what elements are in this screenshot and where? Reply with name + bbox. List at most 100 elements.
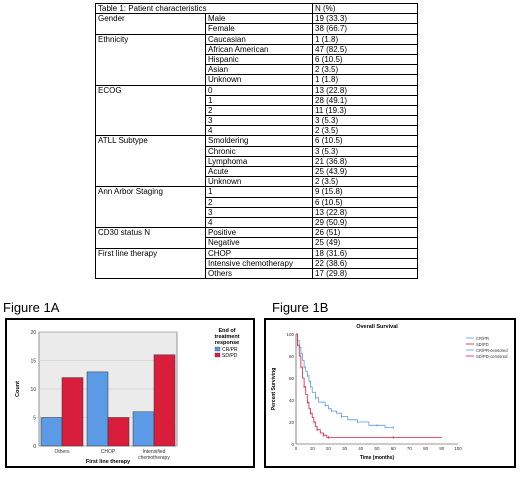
- y-tick-label: 20: [30, 330, 36, 336]
- y-tick-label: 10: [30, 387, 36, 393]
- bar-sd-pd: [107, 417, 130, 447]
- x-tick-label: 90: [439, 446, 445, 451]
- table-value-cell: 3 (5.3): [312, 115, 418, 127]
- table-group-label: Gender: [95, 13, 206, 35]
- table-value-cell: 17 (29.8): [312, 267, 418, 280]
- legend-label: SD/PD-censored: [476, 354, 508, 359]
- x-tick-label: 100: [454, 446, 462, 451]
- table-value-cell: 38 (66.7): [312, 23, 418, 35]
- table-value-cell: 28 (49.1): [312, 94, 418, 106]
- table-value-cell: 2 (3.5): [312, 176, 418, 188]
- table-value-cell: 2 (3.5): [312, 125, 418, 137]
- x-tick-label: 50: [374, 446, 380, 451]
- table-category-cell: Caucasian: [205, 33, 313, 45]
- x-tick-label: CHOP: [101, 449, 116, 455]
- figure-1a-panel: 0 5 10 15 20 Others CHOP Intensified chemotherap…: [5, 318, 255, 468]
- x-tick-label: chemotherapy: [138, 455, 170, 461]
- table-category-cell: 2: [205, 104, 313, 117]
- table-group-label: ATLL Subtype: [95, 135, 206, 188]
- y-tick-label: 15: [30, 359, 36, 365]
- y-tick-label: 5: [33, 416, 36, 422]
- table-row: Ann Arbor Staging 1 9 (15.8): [95, 186, 418, 229]
- table-category-cell: Negative: [205, 237, 313, 249]
- table-value-cell: 47 (82.5): [312, 43, 418, 55]
- x-tick-label: 80: [423, 446, 429, 451]
- x-axis-title: Time (months): [360, 455, 395, 461]
- table-category-cell: Chronic: [205, 145, 313, 157]
- table-value-cell: 19 (33.3): [312, 13, 418, 25]
- figure-1b-title: Figure 1B: [272, 300, 329, 315]
- table-value-cell: 1 (1.8): [312, 74, 418, 86]
- table-value-cell: 13 (22.8): [312, 84, 418, 96]
- x-tick-label: Intensified: [143, 449, 166, 455]
- table-row: ATLL Subtype Smoldering 6 (10.5): [95, 135, 418, 188]
- bar-sd-pd: [61, 377, 84, 447]
- table-category-cell: Unknown: [205, 74, 313, 86]
- y-tick-label: 60: [289, 376, 295, 381]
- table-value-cell: 2 (3.5): [312, 64, 418, 76]
- table-category-cell: 3: [205, 206, 313, 218]
- legend-title-line: response: [215, 340, 239, 346]
- table-category-cell: 4: [205, 216, 313, 229]
- table-category-cell: 4: [205, 125, 313, 137]
- y-axis-title: Count: [15, 381, 21, 397]
- y-tick-label: 0: [291, 442, 294, 447]
- bar-cr-pr: [132, 411, 155, 447]
- table-value-cell: 22 (38.6): [312, 257, 418, 269]
- table-value-cell: 6 (10.5): [312, 135, 418, 147]
- x-tick-label: 60: [391, 446, 397, 451]
- table-value-cell: 3 (5.3): [312, 145, 418, 157]
- table-group-label: First line therapy: [95, 247, 206, 280]
- x-tick-label: 30: [342, 446, 348, 451]
- table-row: Ethnicity Caucasian 1 (1.8): [95, 33, 418, 86]
- table-category-cell: African American: [205, 43, 313, 55]
- table-category-cell: 2: [205, 196, 313, 208]
- y-tick-label: 80: [289, 354, 295, 359]
- bar-sd-pd: [153, 354, 176, 447]
- legend-label: SD/PD: [222, 353, 238, 359]
- table-category-cell: Others: [205, 267, 313, 280]
- patient-characteristics-table: Table 1: Patient characteristics N (%) Gen…: [95, 2, 418, 280]
- table-value-cell: 11 (19.3): [312, 104, 418, 117]
- x-tick-label: 0: [295, 446, 298, 451]
- table-value-cell: 25 (43.9): [312, 165, 418, 178]
- table-value-cell: 26 (51): [312, 227, 418, 239]
- table-category-cell: 1: [205, 186, 313, 198]
- table-category-cell: Female: [205, 23, 313, 35]
- figure-1a-title: Figure 1A: [3, 300, 60, 315]
- table-value-cell: 13 (22.8): [312, 206, 418, 218]
- bar-cr-pr: [86, 371, 109, 447]
- table-category-cell: Hispanic: [205, 53, 313, 66]
- x-tick-label: 20: [326, 446, 332, 451]
- y-axis-title: Percent Surviving: [271, 368, 277, 411]
- y-tick-label: 0: [33, 444, 36, 450]
- y-tick-label: 40: [289, 398, 295, 403]
- y-tick-label: 100: [286, 332, 294, 337]
- table-category-cell: 1: [205, 94, 313, 106]
- table-value-cell: 9 (15.8): [312, 186, 418, 198]
- legend-label: CR/PR-censored: [476, 348, 508, 353]
- table-row: Gender Male 19 (33.3): [95, 13, 418, 35]
- table-category-cell: Lymphoma: [205, 155, 313, 168]
- bar-cr-pr: [40, 417, 63, 447]
- legend-title-line: treatment: [214, 334, 239, 340]
- table-category-cell: 3: [205, 115, 313, 127]
- figure-1b-panel: Overall Survival 0 20 40 60 80 100 0 10 20 30 40 50 6…: [264, 318, 516, 468]
- legend-label: CR/PR: [222, 347, 238, 353]
- table-category-cell: Asian: [205, 64, 313, 76]
- table-group-label: CD30 status N: [95, 227, 206, 249]
- table-caption: Table 1: Patient characteristics: [95, 2, 313, 15]
- table-row: ECOG 0 13 (22.8): [95, 84, 418, 137]
- table-group-label: ECOG: [95, 84, 206, 137]
- figure-1b-survival-chart: Overall Survival 0 20 40 60 80 100 0 10 20 30 40 50 6…: [271, 324, 508, 461]
- table-category-cell: Male: [205, 13, 313, 25]
- table-row: First line therapy CHOP 18 (31.6): [95, 247, 418, 280]
- table-category-cell: Positive: [205, 227, 313, 239]
- table-value-cell: 6 (10.5): [312, 196, 418, 208]
- patient-characteristics-table-container: Table 1: Patient characteristics N (%) Gen…: [95, 2, 418, 280]
- x-tick-label: 40: [358, 446, 364, 451]
- x-tick-label: Others: [54, 449, 70, 455]
- table-value-cell: 25 (49): [312, 237, 418, 249]
- table-value-cell: 21 (36.8): [312, 155, 418, 168]
- y-tick-label: 20: [289, 420, 295, 425]
